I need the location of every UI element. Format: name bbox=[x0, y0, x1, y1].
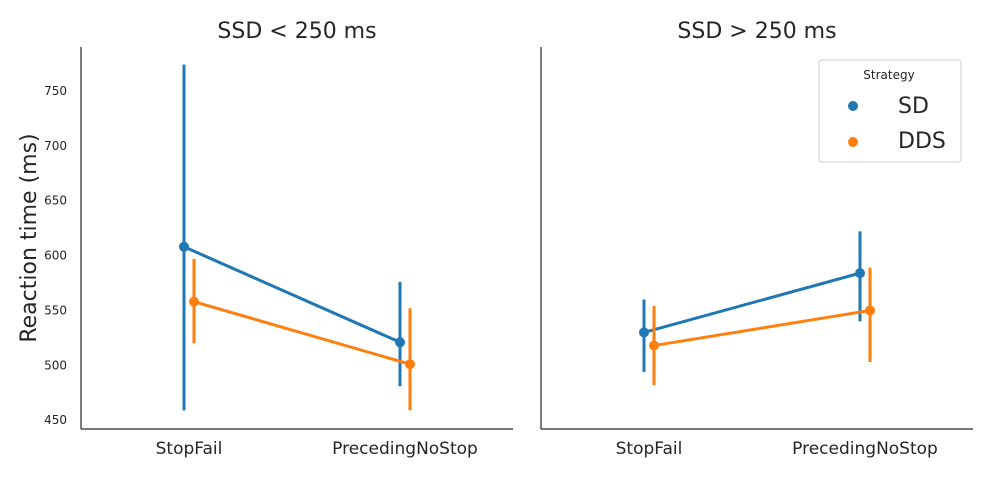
data-point-sd bbox=[395, 337, 405, 348]
panel-ssd-below-250: SSD < 250 ms 450 500 550 600 650 700 750 StopF… bbox=[44, 19, 513, 459]
series-line-dds bbox=[653, 308, 871, 348]
y-tick-label: 450 bbox=[44, 413, 67, 427]
x-tick-label: PrecedingNoStop bbox=[792, 439, 938, 459]
panel-1-marks bbox=[179, 64, 415, 411]
series-line-dds bbox=[193, 300, 411, 366]
data-point-sd bbox=[179, 241, 189, 252]
legend-marker-dds bbox=[848, 137, 858, 147]
data-point-sd bbox=[855, 268, 865, 279]
panel-2-title: SSD > 250 ms bbox=[677, 19, 836, 44]
panel-1-y-ticks: 450 500 550 600 650 700 750 bbox=[44, 84, 67, 427]
legend-frame bbox=[818, 59, 962, 163]
y-tick-label: 750 bbox=[44, 84, 67, 98]
y-tick-label: 700 bbox=[44, 139, 67, 153]
legend-label-dds: DDS bbox=[898, 129, 946, 154]
panel-1-title: SSD < 250 ms bbox=[217, 19, 376, 44]
legend-label-sd: SD bbox=[898, 94, 929, 119]
y-tick-label: 600 bbox=[44, 249, 67, 263]
x-tick-label: StopFail bbox=[156, 439, 223, 459]
legend-title: Strategy bbox=[863, 68, 914, 82]
data-point-sd bbox=[639, 327, 649, 338]
panel-2-marks bbox=[639, 231, 875, 386]
legend: Strategy SD DDS bbox=[818, 59, 962, 163]
y-tick-label: 500 bbox=[44, 358, 67, 372]
data-point-dds bbox=[189, 296, 199, 307]
panel-2-x-ticks: StopFail PrecedingNoStop bbox=[616, 439, 938, 459]
data-point-dds bbox=[649, 340, 659, 351]
series-line-sd bbox=[183, 245, 401, 344]
y-tick-label: 550 bbox=[44, 303, 67, 317]
panel-ssd-above-250: SSD > 250 ms StopFail PrecedingNoStop bbox=[540, 19, 973, 459]
x-tick-label: StopFail bbox=[616, 439, 683, 459]
legend-marker-sd bbox=[848, 101, 858, 111]
panel-1-x-ticks: StopFail PrecedingNoStop bbox=[156, 439, 478, 459]
x-tick-label: PrecedingNoStop bbox=[332, 439, 478, 459]
y-axis-label: Reaction time (ms) bbox=[17, 133, 42, 342]
series-line-sd bbox=[643, 271, 861, 334]
data-point-dds bbox=[865, 305, 875, 316]
y-tick-label: 650 bbox=[44, 194, 67, 208]
data-point-dds bbox=[405, 359, 415, 370]
